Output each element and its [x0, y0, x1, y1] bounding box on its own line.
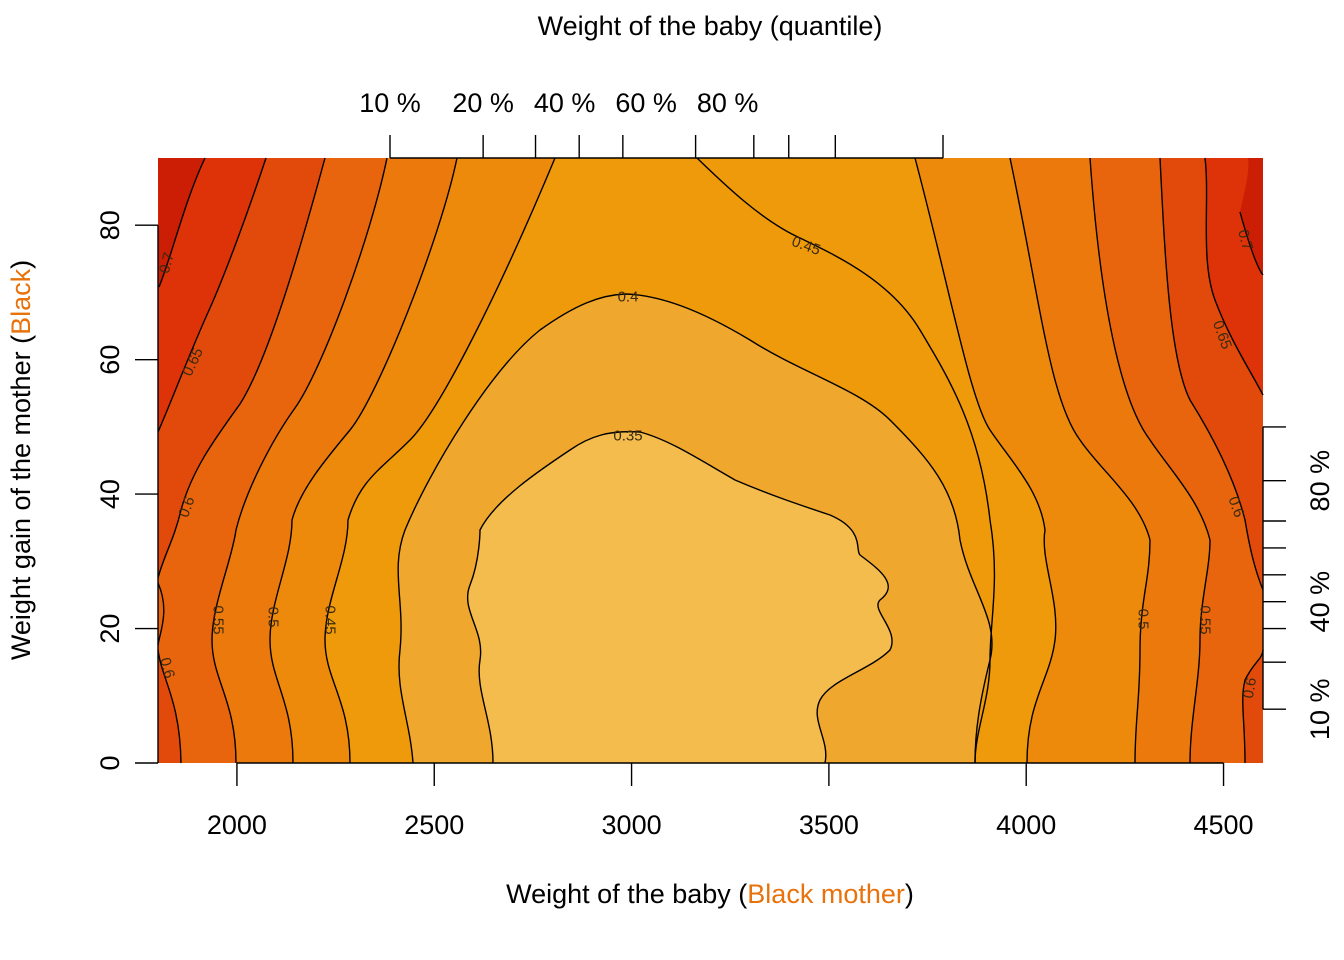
contour-line-l0-70	[158, 157, 206, 288]
fill-band-gt-0.7-right	[1240, 158, 1263, 275]
right-tick-label: 80 %	[1305, 450, 1335, 512]
contour-line-r0-60b	[1159, 157, 1264, 591]
contour-label: 0.6	[1240, 676, 1260, 699]
contour-label: 0.55	[1197, 605, 1214, 634]
contour-label: 0.55	[210, 605, 227, 634]
x-tick-label: 3500	[799, 810, 859, 840]
contour-line-l0-55b	[211, 157, 388, 764]
contour-line-r0-60	[1242, 649, 1264, 764]
top-tick-label: 10 %	[359, 88, 421, 118]
contour-line-l0-50	[269, 157, 458, 764]
x-tick-label: 4500	[1193, 810, 1253, 840]
contour-fill-layer	[158, 158, 1263, 763]
contour-label: 0.5	[1135, 609, 1152, 630]
top-tick-label: 20 %	[452, 88, 514, 118]
y-tick-label: 20	[95, 614, 125, 644]
y-axis-title: Weight gain of the mother (Black)	[6, 260, 36, 660]
top-tick-label: 80 %	[697, 88, 759, 118]
y-tick-label: 40	[95, 479, 125, 509]
contour-line-r0-50	[1009, 157, 1151, 764]
y-tick-label: 60	[95, 345, 125, 375]
contour-line-r0-65	[1204, 157, 1264, 396]
contour-line-l0-40	[397, 293, 993, 764]
contour-label: 0.6	[175, 494, 198, 519]
x-axis-title: Weight of the baby (Black mother)	[506, 879, 914, 909]
contour-label: 0.35	[613, 428, 642, 445]
contour-label: 0.6	[1224, 494, 1247, 519]
contour-line-r0-55	[1089, 157, 1211, 764]
contour-label: 0.5	[265, 607, 282, 628]
y-axis-title-suffix: )	[6, 260, 36, 269]
top-tick-label: 40 %	[534, 88, 596, 118]
contour-label: 0.45	[322, 605, 339, 634]
x-axis-title-suffix: )	[905, 879, 914, 909]
top-axis-title: Weight of the baby (quantile)	[538, 11, 883, 41]
top-tick-label: 60 %	[615, 88, 677, 118]
x-tick-label: 2000	[207, 810, 267, 840]
contour-label: 0.4	[618, 289, 639, 306]
contour-line-layer	[157, 157, 1264, 764]
y-axis-title-prefix: Weight gain of the mother (	[6, 335, 36, 660]
contour-label-layer: 0.350.40.450.450.5 0.50.55 0.550.60.60.60.…	[156, 228, 1260, 700]
x-tick-label: 2500	[404, 810, 464, 840]
x-axis-title-highlight: Black mother	[747, 879, 905, 909]
right-tick-label: 10 %	[1305, 678, 1335, 740]
contour-label: 0.7	[1234, 228, 1256, 253]
contour-line-l0-45	[324, 157, 556, 764]
contour-label: 0.6	[156, 656, 178, 681]
contour-line-l0-60	[157, 157, 326, 579]
fill-band-lt-0.35	[467, 431, 893, 763]
contour-line-r0-50l	[914, 157, 1057, 764]
y-tick-label: 80	[95, 210, 125, 240]
contour-line-l0-60b	[157, 649, 182, 764]
axis-layer: 2000 2500 3000 3500 4000 4500 0 20 40 60 80 10 % 20 …	[95, 88, 1335, 840]
contour-line-l0-55	[157, 582, 165, 646]
x-tick-label: 3000	[602, 810, 662, 840]
x-axis-title-prefix: Weight of the baby (	[506, 879, 747, 909]
x-tick-label: 4000	[996, 810, 1056, 840]
right-tick-label: 40 %	[1305, 571, 1335, 633]
contour-line-r0-70	[1239, 211, 1264, 276]
y-axis-title-highlight: Black	[6, 268, 36, 335]
contour-line-l0-65	[157, 157, 267, 433]
contour-line-l0-35	[466, 430, 893, 764]
contour-label: 0.7	[156, 251, 178, 276]
y-tick-label: 0	[95, 755, 125, 770]
